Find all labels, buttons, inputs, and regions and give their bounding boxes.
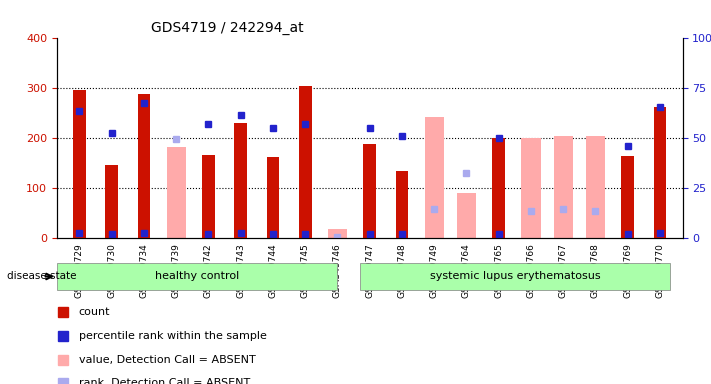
FancyBboxPatch shape — [57, 263, 338, 290]
Text: percentile rank within the sample: percentile rank within the sample — [79, 331, 267, 341]
Bar — [586, 136, 605, 238]
Bar — [424, 117, 444, 238]
Bar — [395, 170, 408, 238]
Text: GDS4719 / 242294_at: GDS4719 / 242294_at — [151, 21, 304, 35]
Bar — [137, 94, 151, 238]
Bar — [363, 144, 376, 238]
Bar — [166, 147, 186, 238]
Text: count: count — [79, 307, 110, 317]
Bar — [73, 90, 86, 238]
Text: disease state: disease state — [7, 271, 77, 281]
Bar — [328, 229, 347, 238]
Bar — [492, 138, 506, 238]
Bar — [621, 156, 634, 238]
Bar — [202, 155, 215, 238]
Text: systemic lupus erythematosus: systemic lupus erythematosus — [429, 271, 600, 281]
Bar — [554, 136, 573, 238]
FancyBboxPatch shape — [360, 263, 670, 290]
Bar — [456, 193, 476, 238]
Bar — [234, 123, 247, 238]
Bar — [267, 157, 279, 238]
Bar — [653, 107, 666, 238]
Bar — [105, 165, 118, 238]
Bar — [299, 86, 311, 238]
Text: healthy control: healthy control — [155, 271, 240, 281]
Bar — [521, 138, 540, 238]
Text: value, Detection Call = ABSENT: value, Detection Call = ABSENT — [79, 354, 255, 364]
Text: rank, Detection Call = ABSENT: rank, Detection Call = ABSENT — [79, 378, 250, 384]
